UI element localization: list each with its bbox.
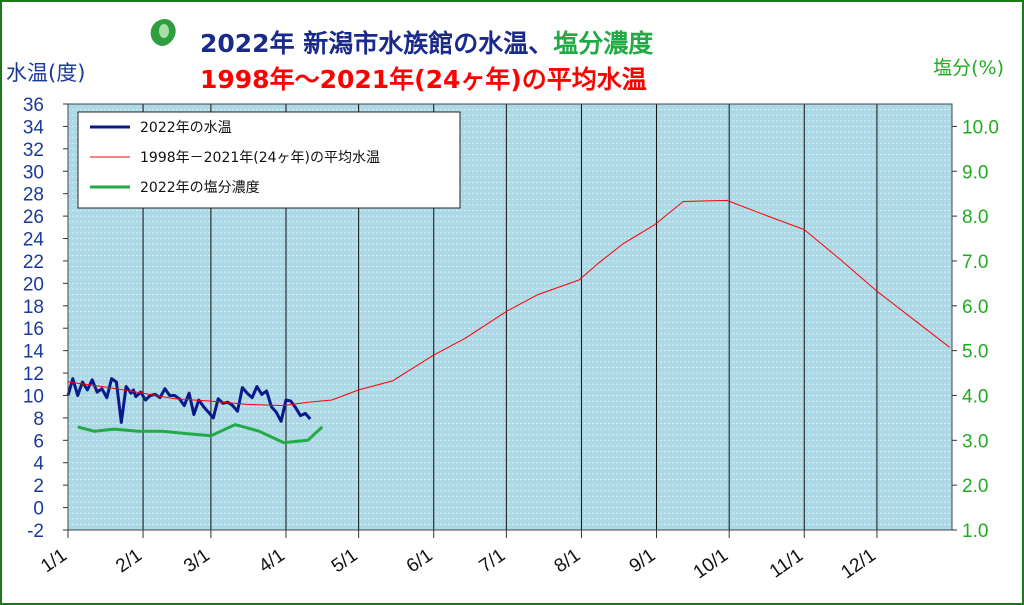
y-tick-right: 4.0	[962, 386, 988, 407]
chart-subtitle: 1998年～2021年(24ヶ年)の平均水温	[200, 65, 647, 94]
y-tick-left: 10	[23, 386, 44, 407]
y-tick-left: 24	[23, 230, 45, 251]
title-salinity-part: 塩分濃度	[553, 29, 653, 58]
y-tick-left: 18	[23, 297, 44, 318]
y-tick-left: 20	[23, 274, 44, 295]
legend-label: 2022年の水温	[140, 120, 232, 136]
y-tick-right: 6.0	[962, 297, 988, 318]
map-pin-icon	[150, 19, 176, 46]
y-tick-left: 12	[23, 364, 44, 385]
y-tick-left: 26	[23, 207, 44, 228]
plot-lines	[66, 199, 950, 445]
y-tick-left: 32	[23, 140, 44, 161]
y-tick-left: 16	[23, 319, 44, 340]
x-tick-label: 5/1	[328, 545, 362, 577]
y-tick-left: 0	[33, 499, 44, 520]
y-tick-left: 8	[33, 409, 44, 430]
x-tick-label: 2/1	[112, 545, 146, 577]
x-tick-label: 1/1	[37, 545, 71, 577]
legend-box	[77, 111, 461, 209]
y-axis-label-right: 塩分(%)	[933, 57, 1004, 79]
x-tick-label: 6/1	[403, 545, 437, 577]
series-line-2	[77, 423, 324, 445]
y-tick-right: 1.0	[962, 521, 988, 542]
plot-border	[67, 103, 953, 531]
chart-title: 2022年 新潟市水族館の水温、塩分濃度	[200, 29, 653, 58]
y-tick-left: 4	[33, 454, 44, 475]
y-tick-left: 14	[23, 342, 45, 363]
y-tick-right: 5.0	[962, 342, 988, 363]
x-tick-label: 9/1	[626, 545, 660, 577]
y-tick-left: 22	[23, 252, 44, 273]
y-tick-right: 2.0	[962, 476, 988, 497]
grid-lines	[68, 103, 952, 531]
x-tick-label: 11/1	[766, 545, 807, 583]
legend: 2022年の水温 1998年－2021年(24ヶ年)の平均水温 2022年の塩分濃度	[77, 111, 461, 209]
x-tick-label: 7/1	[476, 545, 510, 577]
x-tick-label: 4/1	[255, 545, 289, 577]
y-tick-left: 36	[23, 95, 44, 116]
x-tick-label: 10/1	[690, 545, 732, 583]
y-tick-left: 28	[23, 185, 44, 206]
x-tick-label: 12/1	[837, 545, 879, 583]
y-tick-left: 34	[23, 117, 45, 138]
legend-label: 2022年の塩分濃度	[140, 180, 260, 196]
x-tick-label: 3/1	[180, 545, 214, 577]
title-temperature-part: 2022年 新潟市水族館の水温、	[200, 29, 553, 58]
legend-label: 1998年－2021年(24ヶ年)の平均水温	[140, 150, 380, 166]
y-tick-left: -2	[27, 521, 44, 542]
y-tick-left: 2	[33, 476, 44, 497]
y-tick-left: 30	[23, 162, 44, 183]
y-tick-right: 9.0	[962, 162, 988, 183]
y-tick-left: 6	[33, 431, 44, 452]
y-tick-right: 10.0	[962, 117, 999, 138]
y-axis-label-left: 水温(度)	[6, 61, 85, 85]
y-tick-right: 8.0	[962, 207, 988, 228]
series-line-1	[67, 199, 950, 407]
y-tick-right: 7.0	[962, 252, 988, 273]
y-tick-right: 3.0	[962, 431, 988, 452]
chart-titles: 2022年 新潟市水族館の水温、塩分濃度 1998年～2021年(24ヶ年)の平均…	[150, 19, 653, 94]
x-tick-label: 8/1	[551, 545, 585, 577]
